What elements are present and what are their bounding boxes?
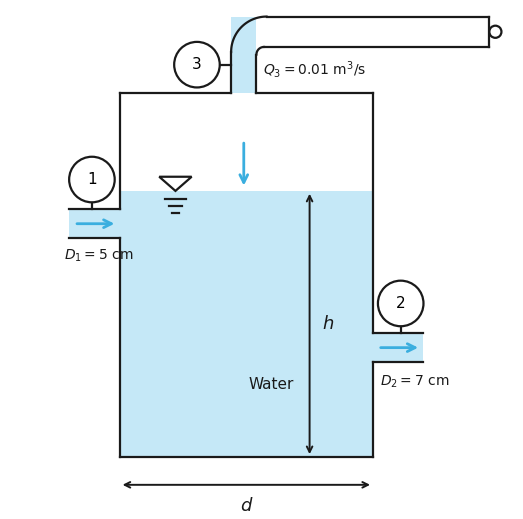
Text: $d$: $d$ (240, 498, 253, 515)
Circle shape (69, 157, 115, 202)
Text: 1: 1 (87, 172, 97, 187)
Text: $D_2 = 7\ \mathrm{cm}$: $D_2 = 7\ \mathrm{cm}$ (380, 373, 450, 390)
Text: 2: 2 (396, 296, 405, 311)
Text: $D_1 = 5\ \mathrm{cm}$: $D_1 = 5\ \mathrm{cm}$ (64, 248, 134, 264)
Text: 3: 3 (192, 57, 202, 72)
Bar (120, 191, 373, 457)
Bar (231, 17, 256, 92)
Circle shape (378, 281, 424, 326)
Circle shape (174, 42, 220, 87)
Bar (69, 209, 120, 238)
Text: $Q_3 = 0.01\ \mathrm{m}^3\mathrm{/s}$: $Q_3 = 0.01\ \mathrm{m}^3\mathrm{/s}$ (263, 59, 366, 80)
Text: Water: Water (249, 377, 294, 392)
Text: $h$: $h$ (322, 315, 334, 333)
Bar (373, 333, 424, 362)
